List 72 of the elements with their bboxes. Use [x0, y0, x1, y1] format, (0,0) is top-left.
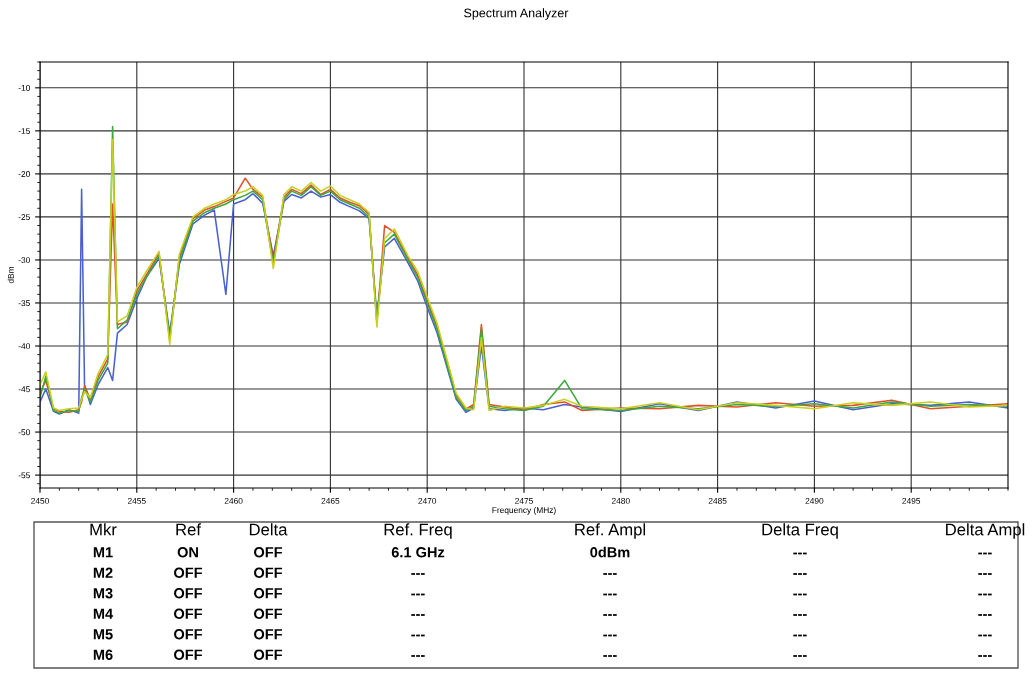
- text: ---: [603, 593, 617, 596]
- text: OFF: [254, 629, 283, 640]
- text: ---: [411, 614, 425, 616]
- text: OFF: [254, 567, 283, 578]
- text: M3: [93, 588, 113, 599]
- y-tick-label: -50: [18, 429, 30, 436]
- y-tick-label: -35: [18, 300, 30, 307]
- text: M4: [93, 608, 114, 619]
- x-tick-label: 2465: [321, 497, 340, 504]
- chart-title: Spectrum Analyzer: [464, 8, 569, 20]
- y-tick-label: -20: [18, 171, 30, 177]
- text: ---: [411, 634, 425, 637]
- text: ---: [411, 593, 425, 596]
- text: M6: [93, 649, 113, 660]
- text: ---: [978, 655, 992, 657]
- text: Delta: [249, 523, 288, 536]
- text: ---: [603, 634, 617, 637]
- text: Mkr: [90, 523, 117, 536]
- text: OFF: [254, 649, 283, 660]
- text: 6.1 GHz: [391, 547, 445, 558]
- text: M1: [93, 547, 113, 558]
- x-tick-label: 2485: [708, 497, 727, 504]
- text: OFF: [254, 547, 283, 558]
- y-tick-label: -30: [18, 257, 30, 264]
- text: 0dBm: [590, 546, 630, 558]
- text: ---: [978, 552, 992, 555]
- text: OFF: [174, 608, 203, 619]
- text: ---: [793, 655, 807, 657]
- text: M2: [93, 567, 113, 578]
- text: Delta Ampl: [946, 523, 1025, 539]
- text: OFF: [174, 649, 203, 660]
- x-tick-label: 2450: [31, 497, 49, 504]
- y-tick-label: -10: [18, 85, 30, 91]
- text: OFF: [174, 588, 203, 599]
- x-axis-title: Frequency (MHz): [492, 506, 556, 515]
- text: ---: [603, 655, 617, 657]
- text: ---: [793, 573, 807, 575]
- x-tick-label: 2480: [611, 497, 630, 504]
- text: Ref. Freq: [384, 523, 452, 539]
- x-tick-label: 2490: [805, 497, 824, 504]
- text: Ref. Ampl: [575, 523, 646, 539]
- x-tick-label: 2470: [418, 497, 437, 504]
- text: OFF: [254, 608, 283, 619]
- text: ---: [603, 614, 617, 616]
- x-tick-label: 2460: [224, 497, 243, 504]
- x-tick-label: 2455: [127, 497, 146, 504]
- text: ---: [978, 573, 992, 575]
- x-tick-label: 2495: [902, 497, 921, 504]
- text: ---: [978, 593, 992, 596]
- text: ---: [411, 573, 425, 575]
- text: OFF: [254, 588, 283, 599]
- y-tick-label: -15: [18, 128, 30, 134]
- text: OFF: [174, 629, 203, 640]
- text: ON: [177, 547, 198, 558]
- text: ---: [978, 614, 992, 616]
- text: ---: [793, 634, 807, 637]
- y-tick-label: -45: [18, 386, 30, 393]
- y-tick-label: -40: [18, 343, 30, 350]
- text: ---: [793, 614, 807, 616]
- text: M5: [93, 629, 113, 640]
- text: ---: [793, 593, 807, 596]
- x-tick-label: 2475: [515, 497, 533, 504]
- text: ---: [978, 634, 992, 637]
- y-tick-label: -55: [18, 472, 30, 479]
- text: ---: [411, 655, 425, 657]
- text: Delta Freq: [762, 523, 838, 539]
- text: ---: [603, 573, 617, 575]
- y-tick-label: -25: [18, 214, 30, 221]
- text: Ref: [176, 523, 201, 536]
- y-axis-title: dBm: [7, 266, 14, 284]
- text: ---: [793, 552, 807, 555]
- text: OFF: [174, 567, 203, 578]
